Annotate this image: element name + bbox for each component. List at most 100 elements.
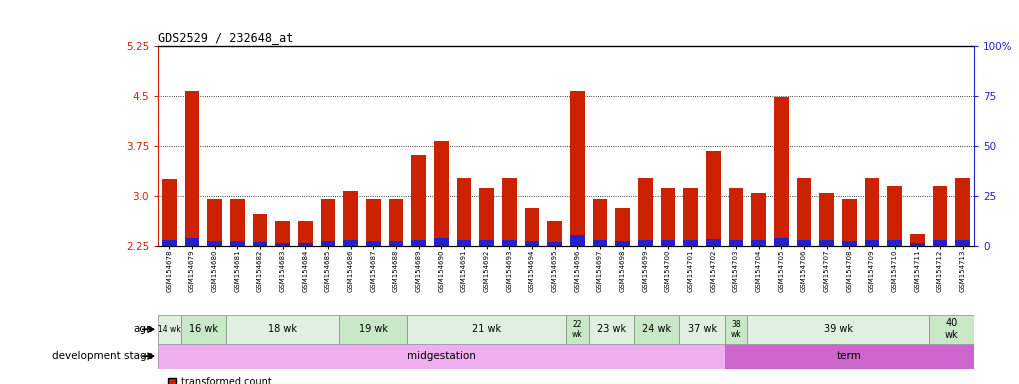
Bar (547, 242, 561, 246)
Bar (207, 241, 222, 246)
Text: 24 wk: 24 wk (642, 324, 671, 334)
Bar (570, 91, 584, 246)
Text: development stage: development stage (52, 351, 153, 361)
Bar (751, 240, 765, 246)
Bar (887, 186, 901, 246)
Bar (253, 242, 267, 246)
Text: 40
wk: 40 wk (944, 318, 957, 340)
Bar (524, 208, 539, 246)
Bar (728, 188, 743, 246)
Bar (501, 240, 517, 246)
Bar (524, 241, 539, 246)
Bar (705, 151, 720, 246)
Bar (796, 240, 811, 246)
Text: 18 wk: 18 wk (268, 324, 297, 334)
Bar (162, 240, 176, 246)
Text: GDS2529 / 232648_at: GDS2529 / 232648_at (158, 31, 293, 44)
Bar (253, 215, 267, 246)
Bar (298, 221, 313, 246)
Bar (343, 240, 358, 246)
Bar (207, 199, 222, 246)
Bar (457, 178, 471, 246)
Text: transformed count: transformed count (180, 377, 271, 384)
Bar (184, 91, 200, 246)
Bar (479, 240, 493, 246)
Bar (818, 240, 834, 246)
Bar (955, 178, 969, 246)
Bar (320, 241, 335, 246)
Bar (570, 235, 584, 246)
Bar (683, 188, 697, 246)
Bar (339, 315, 407, 344)
Bar (614, 241, 630, 246)
Text: 22
wk: 22 wk (572, 319, 582, 339)
Bar (479, 188, 493, 246)
Bar (230, 199, 245, 246)
Bar (184, 238, 200, 246)
Bar (728, 240, 743, 246)
Bar (638, 178, 652, 246)
Bar (773, 238, 788, 246)
Bar (158, 315, 180, 344)
Bar (773, 97, 788, 246)
Bar (226, 315, 339, 344)
Bar (366, 199, 380, 246)
Bar (909, 243, 924, 246)
Text: 23 wk: 23 wk (596, 324, 626, 334)
Text: 19 wk: 19 wk (359, 324, 387, 334)
Bar (298, 243, 313, 246)
Bar (679, 315, 725, 344)
Bar (230, 241, 245, 246)
Bar (162, 179, 176, 246)
Bar (931, 240, 947, 246)
Bar (366, 241, 380, 246)
Text: 14 wk: 14 wk (158, 325, 180, 334)
Bar (614, 208, 630, 246)
Bar (634, 315, 679, 344)
Text: 16 wk: 16 wk (189, 324, 218, 334)
Bar (588, 315, 634, 344)
Bar (407, 315, 566, 344)
Bar (457, 240, 471, 246)
Bar (864, 178, 878, 246)
Bar (725, 344, 973, 369)
Bar (638, 240, 652, 246)
Bar (842, 241, 856, 246)
Bar (388, 199, 404, 246)
Bar (275, 221, 289, 246)
Bar (411, 155, 426, 246)
Bar (411, 240, 426, 246)
Text: 39 wk: 39 wk (822, 324, 852, 334)
Bar (747, 315, 928, 344)
Bar (547, 221, 561, 246)
Text: 38
wk: 38 wk (730, 319, 741, 339)
Bar (955, 240, 969, 246)
Bar (887, 240, 901, 246)
Bar (751, 192, 765, 246)
Bar (660, 188, 675, 246)
Bar (928, 315, 973, 344)
Bar (434, 141, 448, 246)
Bar (320, 199, 335, 246)
Text: age: age (133, 324, 153, 334)
Bar (566, 315, 588, 344)
Bar (158, 344, 725, 369)
Bar (592, 240, 607, 246)
Bar (660, 240, 675, 246)
Bar (864, 240, 878, 246)
Bar (931, 186, 947, 246)
Bar (501, 178, 517, 246)
Bar (683, 240, 697, 246)
Bar (909, 235, 924, 246)
Bar (725, 315, 747, 344)
Bar (842, 199, 856, 246)
Text: midgestation: midgestation (407, 351, 476, 361)
Bar (343, 190, 358, 246)
Bar (796, 178, 811, 246)
Text: term: term (837, 351, 861, 361)
Bar (705, 239, 720, 246)
Bar (592, 199, 607, 246)
Bar (434, 238, 448, 246)
Bar (388, 241, 404, 246)
Bar (180, 315, 226, 344)
